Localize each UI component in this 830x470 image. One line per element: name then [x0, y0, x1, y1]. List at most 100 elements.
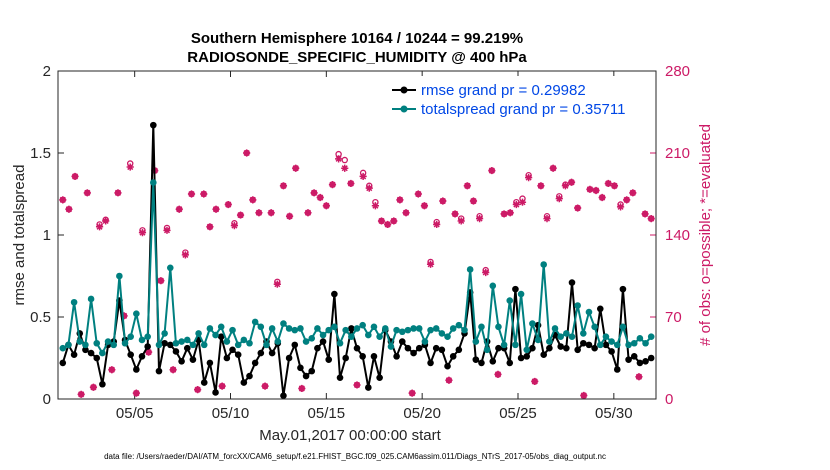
rmse-point — [444, 362, 451, 370]
spread-point — [268, 325, 276, 332]
spread-point — [65, 341, 72, 349]
spread-point — [59, 344, 67, 352]
rmse-point — [240, 379, 248, 386]
y-right-tick-label: 140 — [665, 227, 690, 244]
spread-point — [415, 325, 423, 332]
rmse-point — [432, 344, 440, 352]
x-tick-label: 05/05 — [116, 405, 154, 422]
spread-point — [217, 323, 225, 331]
rmse-point — [393, 353, 400, 360]
spread-point — [381, 325, 389, 332]
spread-point — [387, 343, 395, 350]
rmse-point — [183, 344, 191, 352]
spread-point — [104, 338, 112, 345]
obs-evaluated-marker — [145, 348, 153, 356]
plot-area — [59, 121, 655, 400]
rmse-point — [348, 325, 355, 332]
rmse-point — [82, 346, 89, 354]
rmse-point — [314, 344, 321, 352]
rmse-point — [331, 290, 338, 298]
spread-point — [449, 325, 457, 332]
rmse-point — [223, 354, 231, 362]
rmse-point — [608, 348, 615, 355]
obs-evaluated-marker — [567, 178, 576, 186]
obs-evaluated-marker — [255, 209, 263, 217]
obs-evaluated-marker — [353, 381, 361, 389]
obs-evaluated-marker — [224, 200, 232, 209]
rmse-point — [540, 351, 548, 359]
rmse-point — [574, 346, 581, 354]
obs-evaluated-marker — [574, 204, 582, 212]
spread-point — [517, 290, 525, 298]
rmse-point — [376, 374, 383, 381]
spread-point — [596, 341, 604, 349]
obs-evaluated-marker — [475, 215, 484, 223]
rmse-point — [506, 359, 514, 367]
footer-data-file: data file: /Users/raeder/DAI/ATM_forcXX/… — [104, 452, 606, 461]
rmse-point — [642, 357, 649, 365]
spread-point — [110, 341, 118, 349]
obs-evaluated-marker — [500, 210, 508, 218]
obs-evaluated-marker — [433, 220, 441, 229]
spread-point — [166, 264, 174, 272]
obs-possible-marker — [341, 156, 348, 164]
spread-point — [127, 333, 134, 340]
spread-point — [580, 330, 587, 337]
spread-point — [574, 302, 581, 309]
rmse-point — [127, 351, 134, 359]
rmse-point — [308, 367, 316, 375]
x-axis-label: May.01,2017 00:00:00 start — [259, 427, 441, 444]
x-tick-label: 05/30 — [595, 405, 633, 422]
spread-point — [183, 336, 191, 344]
obs-evaluated-marker — [371, 202, 379, 210]
rmse-point — [93, 354, 101, 362]
rmse-point — [87, 349, 95, 357]
rmse-point — [563, 344, 570, 352]
spread-point — [121, 339, 129, 347]
rmse-point — [70, 351, 78, 359]
spread-point — [138, 336, 146, 344]
spread-point — [529, 320, 536, 327]
spread-point — [331, 323, 338, 331]
x-tick-label: 05/20 — [403, 405, 441, 422]
spread-point — [483, 346, 491, 354]
rmse-point — [251, 359, 259, 367]
spread-point — [534, 336, 542, 344]
spread-point — [240, 336, 248, 344]
spread-point — [257, 323, 265, 331]
spread-point — [161, 330, 168, 337]
rmse-point — [302, 372, 310, 380]
rmse-point — [268, 349, 276, 357]
spread-point — [563, 330, 570, 337]
spread-point — [495, 323, 502, 331]
obs-evaluated-marker — [218, 382, 226, 390]
obs-evaluated-marker — [230, 222, 239, 230]
obs-evaluated-marker — [445, 376, 453, 384]
spread-point — [223, 338, 231, 345]
y-left-tick-label: 1 — [43, 227, 51, 244]
rmse-point — [285, 354, 293, 362]
rmse-point — [144, 343, 151, 350]
obs-evaluated-marker — [457, 217, 465, 225]
spread-point — [229, 326, 236, 334]
obs-evaluated-marker — [108, 366, 116, 374]
obs-evaluated-marker — [310, 189, 318, 197]
spread-point — [234, 341, 242, 349]
spread-point — [585, 308, 593, 316]
y-right-tick-label: 70 — [665, 309, 682, 326]
spread-point — [251, 318, 259, 326]
y-right-tick-label: 280 — [665, 63, 690, 80]
spread-point — [144, 333, 151, 340]
obs-evaluated-marker — [347, 179, 355, 188]
obs-evaluated-marker — [273, 280, 281, 288]
obs-evaluated-marker — [531, 377, 539, 386]
spread-point — [325, 326, 333, 334]
rmse-point — [455, 346, 463, 354]
legend-spread-label: totalspread grand pr = 0.35711 — [421, 101, 625, 118]
obs-evaluated-marker — [610, 182, 619, 190]
obs-evaluated-marker — [555, 195, 563, 203]
spread-point — [93, 339, 101, 347]
rmse-point — [166, 341, 174, 349]
obs-evaluated-marker — [359, 172, 367, 181]
obs-evaluated-marker — [616, 203, 625, 211]
